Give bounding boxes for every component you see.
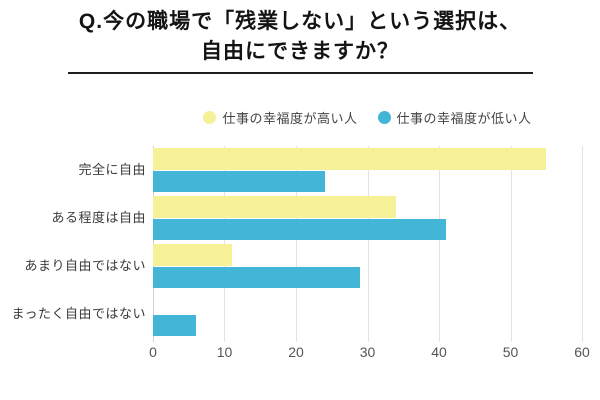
gridline xyxy=(582,146,583,342)
title-line-1: Q.今の職場で「残業しない」という選択は、 xyxy=(78,10,522,33)
legend-dot-icon xyxy=(203,110,217,124)
x-axis: 0 10 20 30 40 50 60 xyxy=(149,344,590,364)
title-underline xyxy=(68,72,533,74)
legend-dot-icon xyxy=(377,110,391,124)
legend-label: 仕事の幸福度が低い人 xyxy=(396,110,532,126)
bar-group xyxy=(153,194,582,242)
chart-title: Q.今の職場で「残業しない」という選択は、 自由にできますか？ xyxy=(0,7,600,67)
legend-label: 仕事の幸福度が高い人 xyxy=(222,110,358,126)
category-label: ある程度は自由 xyxy=(51,210,146,225)
category-label: まったく自由ではない xyxy=(11,306,146,321)
x-tick-label: 20 xyxy=(288,344,304,360)
bar-series-1 xyxy=(153,315,196,336)
category-axis: 完全に自由ある程度は自由あまり自由ではないまったく自由ではない xyxy=(0,146,146,338)
bar-series-1 xyxy=(153,267,361,288)
gridline xyxy=(438,146,440,342)
title-block: Q.今の職場で「残業しない」という選択は、 自由にできますか？ xyxy=(0,7,600,67)
legend-item-0: 仕事の幸福度が高い人 xyxy=(203,108,357,127)
x-tick-label: 50 xyxy=(502,344,519,360)
legend: 仕事の幸福度が高い人 仕事の幸福度が低い人 xyxy=(153,108,582,126)
gridline xyxy=(510,146,512,342)
category-label: あまり自由ではない xyxy=(24,258,146,273)
title-line-2: 自由にできますか？ xyxy=(201,40,399,63)
bar-series-0 xyxy=(153,196,397,218)
gridline xyxy=(367,146,369,342)
bar-series-0 xyxy=(153,244,232,266)
plot-area xyxy=(153,146,583,342)
x-tick-label: 0 xyxy=(149,344,157,360)
x-tick-label: 30 xyxy=(359,344,376,360)
bar-chart: 完全に自由ある程度は自由あまり自由ではないまったく自由ではない 0 10 20 30 4… xyxy=(0,146,600,376)
bar-series-1 xyxy=(153,171,325,192)
bar-series-0 xyxy=(153,148,547,170)
category-label: 完全に自由 xyxy=(78,162,146,177)
bar-group xyxy=(153,146,582,194)
x-tick-label: 10 xyxy=(216,344,233,360)
bar-group xyxy=(153,290,582,338)
legend-item-1: 仕事の幸福度が低い人 xyxy=(377,108,532,127)
x-tick-label: 60 xyxy=(574,344,590,360)
gridline xyxy=(295,146,297,342)
bar-series-1 xyxy=(153,219,447,240)
x-tick-label: 40 xyxy=(431,344,447,360)
bar-group xyxy=(153,242,582,290)
